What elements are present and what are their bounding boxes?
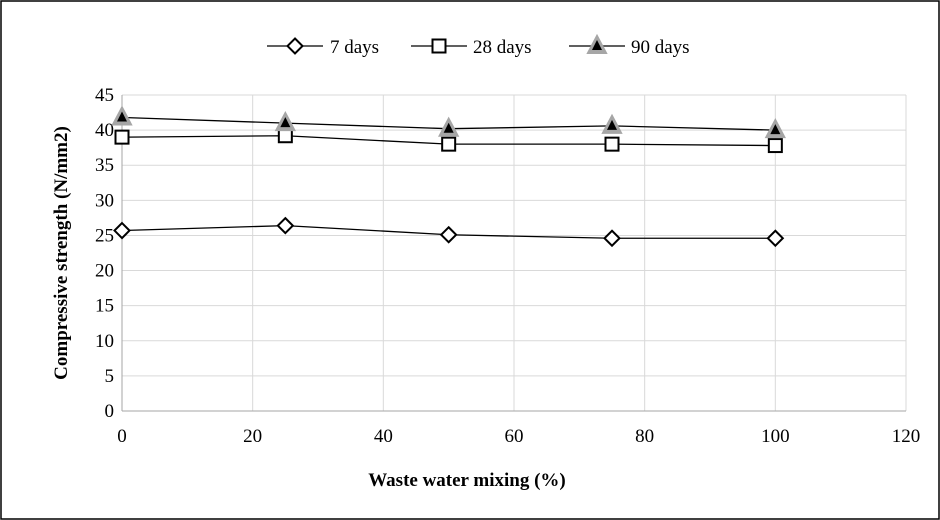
data-point	[603, 229, 621, 248]
data-point	[276, 216, 295, 235]
y-tick-label: 15	[95, 296, 114, 317]
y-tick-label: 5	[105, 366, 115, 387]
series-square	[114, 128, 783, 154]
legend-item: 90 days	[569, 33, 690, 58]
x-tick-label: 0	[117, 426, 127, 447]
data-point	[113, 221, 131, 240]
axes: 0 5 10 15 20 25 30 35 40 45 0 20 40 60 80 100 120	[95, 85, 920, 447]
data-point	[274, 110, 296, 132]
legend-marker	[431, 38, 447, 54]
data-point	[439, 225, 458, 244]
triangle-marker-core	[592, 40, 602, 50]
legend-marker	[286, 37, 304, 55]
triangle-marker-core	[117, 111, 127, 122]
series-diamond	[113, 216, 785, 248]
y-tick-label: 20	[95, 261, 114, 282]
legend-label: 7 days	[330, 37, 379, 58]
legend-marker	[586, 33, 608, 54]
series-triangle	[111, 105, 786, 139]
x-tick-label: 40	[374, 426, 393, 447]
triangle-marker-core	[280, 117, 291, 128]
x-tick-label: 80	[635, 426, 654, 447]
x-axis-title: Waste water mixing (%)	[368, 470, 566, 491]
y-tick-label: 35	[95, 155, 114, 176]
data-point	[114, 129, 130, 145]
triangle-marker-core	[443, 122, 454, 133]
y-tick-label: 45	[95, 85, 114, 106]
y-axis-title: Compressive strength (N/mm2)	[51, 126, 72, 380]
triangle-marker-core	[770, 124, 781, 135]
x-tick-label: 120	[892, 426, 921, 447]
x-tick-label: 20	[243, 426, 262, 447]
legend-label: 28 days	[473, 37, 532, 58]
x-tick-label: 100	[761, 426, 790, 447]
data-point	[111, 105, 133, 126]
data-point	[601, 113, 623, 134]
data-point	[438, 116, 460, 137]
data-point	[764, 117, 786, 139]
data-point	[604, 136, 620, 152]
data-point	[767, 138, 783, 154]
triangle-marker-core	[607, 119, 617, 130]
y-tick-label: 30	[95, 190, 114, 211]
x-tick-label: 60	[505, 426, 524, 447]
legend-item: 28 days	[411, 37, 532, 58]
data-point	[277, 128, 293, 144]
data-point	[766, 229, 785, 248]
legend-label: 90 days	[631, 37, 690, 58]
y-tick-label: 10	[95, 331, 114, 352]
series-layer	[111, 105, 786, 248]
data-point	[441, 136, 457, 152]
y-tick-label: 0	[105, 401, 115, 422]
legend: 7 days 28 days 90 days	[267, 33, 690, 58]
y-tick-label: 40	[95, 120, 114, 141]
legend-item: 7 days	[267, 37, 379, 58]
y-tick-label: 25	[95, 225, 114, 246]
grid-lines	[122, 94, 907, 411]
